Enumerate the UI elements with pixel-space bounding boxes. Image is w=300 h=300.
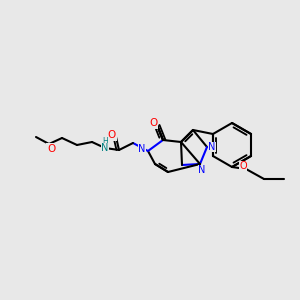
Text: N: N: [208, 142, 216, 152]
Text: N: N: [101, 143, 109, 153]
Text: O: O: [149, 118, 157, 128]
Text: O: O: [239, 161, 247, 171]
Text: O: O: [47, 144, 55, 154]
Text: N: N: [138, 144, 146, 154]
Text: H: H: [102, 137, 108, 146]
Text: O: O: [108, 130, 116, 140]
Text: N: N: [198, 165, 206, 175]
